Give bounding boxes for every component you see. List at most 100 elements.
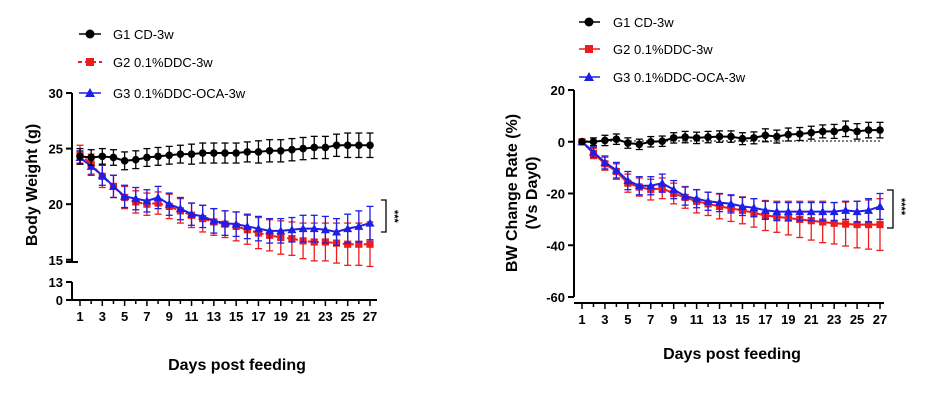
significance-label-right: **** [895,198,907,216]
data-point [276,226,286,235]
data-point [807,128,816,137]
data-point [657,178,667,187]
data-point [819,218,827,226]
data-point [176,150,185,158]
data-point [175,204,185,213]
x-tick-label: 9 [670,312,677,327]
data-point [332,227,342,236]
data-point [784,130,793,139]
legend-right: G1 CD-3w G2 0.1%DDC-3w G3 0.1%DDC-OCA-3w [579,15,746,85]
data-point [232,149,240,157]
data-point [253,224,263,233]
data-point [243,148,252,156]
y-tick-label: -60 [546,290,565,305]
data-point [737,201,747,210]
data-point [853,220,861,229]
data-point [876,126,884,134]
data-point [187,150,196,158]
y-axis-left: 0 13 15 20 25 30 [49,86,78,308]
data-point [76,152,84,161]
y-tick-label: 0 [558,135,565,150]
series-3 [577,137,885,223]
data-point [287,225,297,234]
x-tick-label: 5 [121,309,128,324]
data-point [164,199,174,208]
y-tick-label: 20 [49,197,63,212]
series-layer-left [75,132,375,268]
data-point [355,240,363,248]
data-point [715,198,725,207]
data-point [600,157,610,166]
data-point [795,207,805,216]
data-point [760,205,770,214]
data-point [165,151,174,160]
x-tick-label: 27 [363,309,377,324]
x-ticks-left: 1 3 5 7 9 11 13 15 17 19 21 23 25 27 [76,300,377,324]
data-point [669,134,678,142]
data-point [209,216,219,225]
x-tick-label: 3 [601,312,608,327]
data-point [578,137,586,146]
data-point [772,207,782,216]
data-point [738,134,747,143]
legend-item-g3-left: G3 0.1%DDC-OCA-3w [79,86,246,101]
data-point [143,153,151,162]
data-point [783,207,793,216]
y-ticks-right: -60 -40 -20 0 20 [546,83,574,305]
data-point [365,218,375,227]
x-axis-title-right: Days post feeding [663,346,801,363]
x-axis-title-left: Days post feeding [168,357,306,374]
data-point [830,219,838,227]
data-point [366,141,374,150]
data-point [288,145,296,154]
y-axis-title-left: Body Weight (g) [24,124,41,246]
legend-label-g1: G1 CD-3w [113,27,174,42]
y-tick-label: 30 [49,86,63,101]
data-point [646,137,655,146]
data-point [864,205,874,214]
legend-item-g2-right: G2 0.1%DDC-3w [579,42,713,57]
legend-label-g1-right: G1 CD-3w [613,15,674,30]
data-point [692,194,702,203]
data-point [131,155,140,164]
x-tick-label: 1 [76,309,83,324]
x-axis-left: 1 3 5 7 9 11 13 15 17 19 21 23 25 27 [72,299,377,324]
x-tick-label: 13 [712,312,726,327]
data-point [320,225,330,234]
x-tick-label: 7 [143,309,150,324]
data-point [355,141,363,150]
y-axis-title-right: BW Change Rate (%) [504,114,521,272]
legend-item-g2-left: G2 0.1%DDC-3w [78,55,213,70]
y-axis-subtitle-right: (Vs Day0) [524,157,541,230]
x-tick-label: 25 [850,312,864,327]
data-point [715,132,724,141]
significance-label-left: *** [388,210,400,224]
y-tick-label: -40 [546,238,565,253]
data-point [254,148,263,156]
x-tick-label: 21 [804,312,818,327]
x-tick-label: 7 [647,312,654,327]
x-axis-right: 1 3 5 7 9 11 13 15 17 19 21 23 25 27 [574,302,887,327]
data-point [343,224,353,233]
data-point [344,240,352,248]
x-tick-label: 15 [735,312,749,327]
data-point [220,218,230,227]
data-point [773,132,781,141]
series-1 [76,132,374,171]
data-point [761,131,770,140]
data-point [852,207,862,216]
legend-left: G1 CD-3w G2 0.1%DDC-3w G3 0.1%DDC-OCA-3w [78,27,246,101]
data-point [727,132,735,141]
data-point [198,211,208,220]
data-point [864,126,873,134]
significance-bracket-right: **** [887,189,907,229]
x-tick-label: 13 [207,309,221,324]
data-point [692,134,701,142]
data-point [343,141,352,150]
x-tick-label: 19 [274,309,288,324]
x-tick-label: 25 [340,309,354,324]
data-point [242,221,252,230]
y-tick-label: -20 [546,187,565,202]
x-tick-label: 23 [318,309,332,324]
x-tick-label: 23 [827,312,841,327]
